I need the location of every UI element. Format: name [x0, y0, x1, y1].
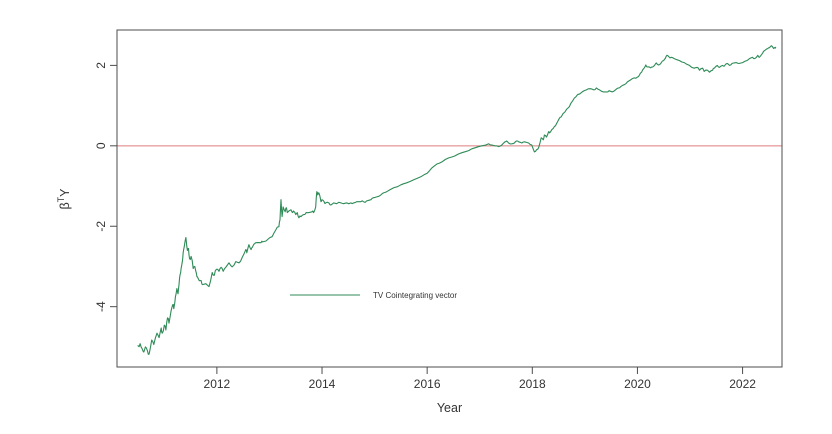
x-axis-tick-label: 2012 [204, 377, 231, 391]
y-axis-title-superscript: T [56, 196, 66, 202]
x-axis-tick-label: 2022 [729, 377, 756, 391]
y-axis-title-rest: Y [58, 188, 72, 197]
y-axis-title-base: β [58, 202, 72, 209]
legend: TV Cointegrating vector [290, 291, 457, 300]
x-axis-tick-label: 2020 [624, 377, 651, 391]
plot-border [116, 29, 783, 368]
y-axis-title: βTY [56, 188, 72, 210]
x-axis-title: Year [437, 401, 462, 415]
x-axis-tick-label: 2016 [414, 377, 441, 391]
series-line-tv-cointegrating-vector [137, 45, 777, 355]
plot-area: 2012 2014 2016 2018 2020 2022 -4 -2 0 2 [94, 29, 783, 391]
legend-label: TV Cointegrating vector [373, 291, 457, 300]
x-axis-tick-label: 2018 [519, 377, 546, 391]
y-axis-tick-label: -4 [94, 301, 108, 312]
y-axis-tick-label: 2 [94, 62, 108, 69]
y-axis-tick-label: 0 [94, 142, 108, 149]
x-axis-tick-label: 2014 [309, 377, 336, 391]
y-axis-tick-label: -2 [94, 221, 108, 232]
